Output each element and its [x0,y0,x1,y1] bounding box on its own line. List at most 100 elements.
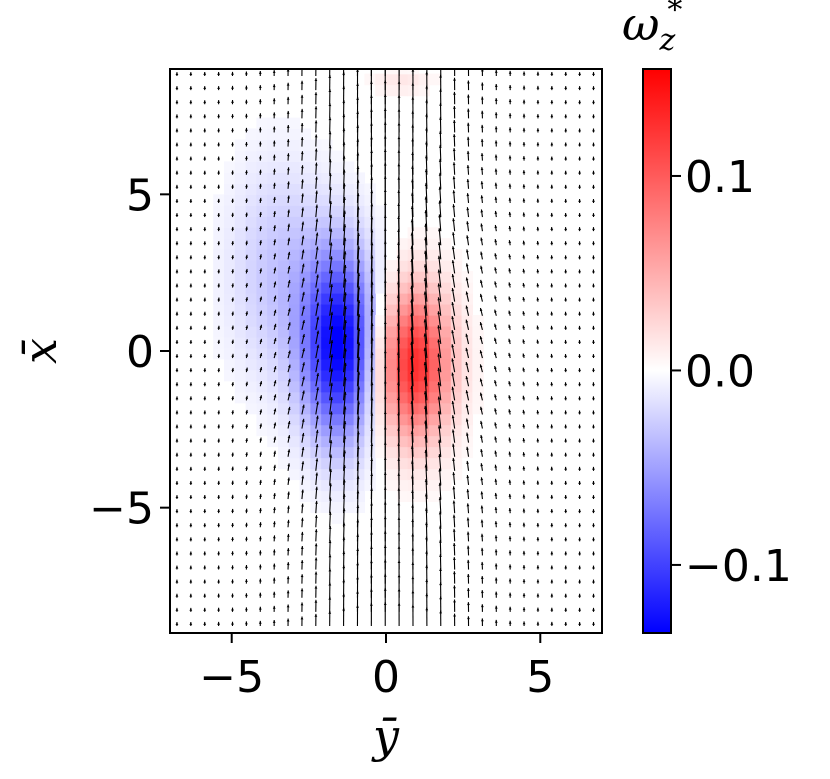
quiver-arrowhead [592,480,595,484]
heatmap-cell [386,271,398,283]
quiver-arrowhead [479,392,483,396]
quiver-arrowhead [466,460,469,464]
quiver-arrowhead [439,88,442,92]
quiver-arrowhead [328,511,332,515]
quiver-arrowhead [259,254,263,258]
quiver-arrowhead [315,64,318,67]
quiver-arrowhead [315,415,319,419]
heatmap-cell [310,282,322,294]
quiver-arrowhead [452,134,456,138]
heatmap-cell [321,468,333,481]
quiver-arrowhead [508,296,512,300]
quiver-arrow [424,420,428,443]
quiver-arrowhead [592,579,595,583]
quiver-arrowhead [189,424,193,428]
heatmap-cell [429,413,441,426]
quiver-arrowhead [550,593,554,597]
quiver-arrowhead [592,198,595,202]
quiver-arrowhead [175,128,179,132]
quiver-arrow [411,370,414,401]
quiver-arrowhead [245,452,248,456]
quiver-arrowhead [286,153,290,157]
heatmap-cell [386,435,398,448]
quiver-arrowhead [452,204,456,208]
quiver-arrowhead [273,225,277,229]
quiver-arrowhead [245,607,248,611]
quiver-arrowhead [522,508,526,512]
heatmap-cell [332,325,344,338]
heatmap-cell [278,249,290,261]
y-axis-ticks: 50−5 [89,170,170,535]
heatmap-cell [278,293,290,305]
quiver-arrow [424,223,428,246]
quiver-arrowhead [287,336,291,340]
quiver-arrowhead [479,279,483,283]
quiver-arrowhead [314,106,318,110]
quiver-arrowhead [175,424,179,428]
heatmap-cell [256,249,268,261]
heatmap-cell [267,314,279,327]
heatmap-cell [299,490,311,502]
heatmap-cell [267,139,279,152]
heatmap-cell [288,150,301,163]
heatmap-cell [375,336,387,349]
quiver-arrowhead [259,423,263,427]
quiver-arrowhead [508,508,512,511]
heatmap-cell [396,73,409,86]
vorticity-heatmap [213,69,484,524]
quiver-arrowhead [508,254,512,258]
heatmap-cell [321,325,333,338]
heatmap-cell [234,249,247,261]
quiver-arrowhead [453,105,456,109]
quiver-arrowhead [286,96,290,100]
heatmap-cell [375,402,387,415]
heatmap-cell [461,314,473,327]
heatmap-cell [386,479,398,492]
quiver-arrowhead [231,184,234,188]
heatmap-cell [396,271,409,283]
quiver-arrowhead [480,209,484,213]
quiver-arrow [343,421,346,443]
quiver-arrow [424,277,428,302]
heatmap-cell [213,271,225,283]
quiver-arrowhead [286,562,290,566]
heatmap-cell [418,304,430,316]
quiver-arrowhead [203,621,207,625]
heatmap-cell [332,457,344,470]
quiver-arrowhead [203,480,207,484]
quiver-arrowhead [592,495,595,498]
quiver-arrowhead [494,140,498,144]
heatmap-cell [440,380,452,393]
heatmap-cell [396,391,409,404]
quiver-arrowhead [287,251,291,255]
quiver-arrowhead [302,362,305,366]
quiver-arrowhead [480,195,484,199]
heatmap-cell [440,402,452,415]
quiver-arrowhead [231,396,235,400]
quiver-arrowhead [245,367,249,371]
quiver-arrowhead [217,382,221,386]
quiver-arrowhead [258,536,262,540]
quiver-arrowhead [300,123,304,126]
quiver-arrowhead [301,404,305,408]
quiver-arrowhead [536,297,540,301]
quiver-arrowhead [592,269,595,273]
colorbar-tick-label: 0.0 [685,346,755,397]
heatmap-cell [267,172,279,184]
quiver-arrowhead [273,196,276,200]
quiver-arrowhead [328,568,332,572]
heatmap-cell [375,446,387,459]
heatmap-cell [440,260,452,272]
quiver-arrow [437,297,442,316]
quiver-arrowhead [245,494,248,498]
heatmap-cell [450,304,463,316]
heatmap-cell [299,194,311,206]
quiver-arrowhead [259,310,263,314]
colorbar-label-sub: z [659,23,676,58]
quiver-arrowhead [494,267,497,271]
heatmap-cell [267,150,279,163]
heatmap-cell [310,358,322,371]
quiver-arrowhead [452,457,455,461]
quiver-arrowhead [329,214,333,218]
quiver-arrowhead [175,480,179,484]
